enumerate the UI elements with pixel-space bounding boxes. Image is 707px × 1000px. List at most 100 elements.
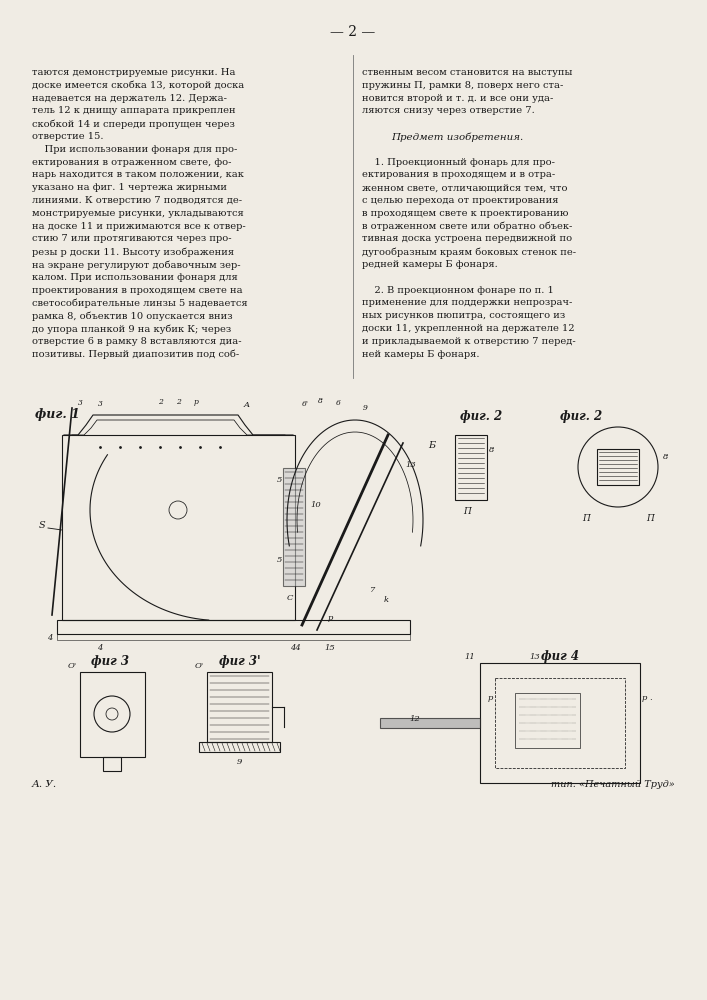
Text: S: S xyxy=(39,520,45,530)
Text: 3: 3 xyxy=(98,400,103,408)
Text: 13: 13 xyxy=(530,653,540,661)
Text: резы р доски 11. Высоту изображения: резы р доски 11. Высоту изображения xyxy=(32,247,234,257)
Text: ней камеры Б фонаря.: ней камеры Б фонаря. xyxy=(362,350,479,359)
Text: новится второй и т. д. и все они уда-: новится второй и т. д. и все они уда- xyxy=(362,94,554,103)
Text: ляются снизу через отверстие 7.: ляются снизу через отверстие 7. xyxy=(362,106,534,115)
Text: нарь находится в таком положении, как: нарь находится в таком положении, как xyxy=(32,170,244,179)
Bar xyxy=(207,672,272,742)
Text: фиг. 1: фиг. 1 xyxy=(35,408,80,421)
Text: отверстие 15.: отверстие 15. xyxy=(32,132,103,141)
Text: 11: 11 xyxy=(464,653,475,661)
Text: проектирования в проходящем свете на: проектирования в проходящем свете на xyxy=(32,286,243,295)
Bar xyxy=(62,435,295,620)
Text: 2. В проекционном фонаре по п. 1: 2. В проекционном фонаре по п. 1 xyxy=(362,286,554,295)
Text: p: p xyxy=(194,398,199,406)
Bar xyxy=(57,620,410,634)
Text: фиг. 2: фиг. 2 xyxy=(460,410,502,423)
Text: 4: 4 xyxy=(98,644,103,652)
Bar xyxy=(103,757,121,771)
Text: 3: 3 xyxy=(78,399,83,407)
Text: доски 11, укрепленной на держателе 12: доски 11, укрепленной на держателе 12 xyxy=(362,324,575,333)
Text: фиг 3': фиг 3' xyxy=(219,655,261,668)
Text: пружины П, рамки 8, поверх него ста-: пружины П, рамки 8, поверх него ста- xyxy=(362,81,563,90)
Text: 44: 44 xyxy=(290,644,300,652)
Text: скобкой 14 и спереди пропущен через: скобкой 14 и спереди пропущен через xyxy=(32,119,235,129)
Text: 6: 6 xyxy=(336,399,341,407)
Text: 8: 8 xyxy=(489,446,494,454)
Text: с целью перехода от проектирования: с целью перехода от проектирования xyxy=(362,196,559,205)
Bar xyxy=(380,718,480,728)
Text: фиг 3: фиг 3 xyxy=(91,655,129,668)
Text: Предмет изобретения.: Предмет изобретения. xyxy=(391,132,523,141)
Text: тип. «Печатный Труд»: тип. «Печатный Труд» xyxy=(551,780,675,789)
Text: ственным весом становится на выступы: ственным весом становится на выступы xyxy=(362,68,573,77)
Text: калом. При использовании фонаря для: калом. При использовании фонаря для xyxy=(32,273,238,282)
Text: 5: 5 xyxy=(276,476,282,484)
Text: отверстие 6 в рамку 8 вставляются диа-: отверстие 6 в рамку 8 вставляются диа- xyxy=(32,337,242,346)
Bar xyxy=(283,468,305,586)
Text: в отраженном свете или обратно объек-: в отраженном свете или обратно объек- xyxy=(362,222,573,231)
Bar xyxy=(495,678,625,768)
Text: рамка 8, объектив 10 опускается вниз: рамка 8, объектив 10 опускается вниз xyxy=(32,311,233,321)
Text: 12: 12 xyxy=(409,715,420,723)
Text: 5: 5 xyxy=(276,556,282,564)
Text: фиг 4: фиг 4 xyxy=(541,650,579,663)
Text: указано на фиг. 1 чертежа жирными: указано на фиг. 1 чертежа жирными xyxy=(32,183,227,192)
Text: A: A xyxy=(244,401,250,409)
Text: дугообразным краям боковых стенок пе-: дугообразным краям боковых стенок пе- xyxy=(362,247,576,257)
Text: надевается на держатель 12. Держа-: надевается на держатель 12. Держа- xyxy=(32,94,227,103)
Text: 8: 8 xyxy=(317,397,322,405)
Text: А. У.: А. У. xyxy=(32,780,57,789)
Text: редней камеры Б фонаря.: редней камеры Б фонаря. xyxy=(362,260,498,269)
Text: 8: 8 xyxy=(663,453,668,461)
Text: р .: р . xyxy=(642,694,653,702)
Text: фиг. 2: фиг. 2 xyxy=(560,410,602,423)
Text: 7: 7 xyxy=(370,586,375,594)
Text: При использовании фонаря для про-: При использовании фонаря для про- xyxy=(32,145,238,154)
Text: ных рисунков пюпитра, состоящего из: ных рисунков пюпитра, состоящего из xyxy=(362,311,566,320)
Text: C: C xyxy=(287,594,293,602)
Text: светособирательные линзы 5 надевается: светособирательные линзы 5 надевается xyxy=(32,298,247,308)
Text: O': O' xyxy=(68,662,77,670)
Text: на экране регулируют добавочным зер-: на экране регулируют добавочным зер- xyxy=(32,260,240,269)
Text: женном свете, отличающийся тем, что: женном свете, отличающийся тем, что xyxy=(362,183,568,192)
Text: применение для поддержки непрозрач-: применение для поддержки непрозрач- xyxy=(362,298,573,307)
Text: 6': 6' xyxy=(301,400,308,408)
Text: доске имеется скобка 13, которой доска: доске имеется скобка 13, которой доска xyxy=(32,81,244,90)
Text: П: П xyxy=(463,507,471,516)
Bar xyxy=(597,449,639,485)
Text: 15: 15 xyxy=(325,644,335,652)
Bar xyxy=(199,742,280,752)
Text: — 2 —: — 2 — xyxy=(330,25,375,39)
Text: стию 7 или протягиваются через про-: стию 7 или протягиваются через про- xyxy=(32,234,232,243)
Text: 1. Проекционный фонарь для про-: 1. Проекционный фонарь для про- xyxy=(362,158,555,167)
Text: 13: 13 xyxy=(405,461,416,469)
Bar xyxy=(515,693,580,748)
Text: ектирования в отраженном свете, фо-: ектирования в отраженном свете, фо- xyxy=(32,158,231,167)
Text: O': O' xyxy=(195,662,204,670)
Text: 2: 2 xyxy=(175,398,180,406)
Text: на доске 11 и прижимаются все к отвер-: на доске 11 и прижимаются все к отвер- xyxy=(32,222,246,231)
Text: до упора планкой 9 на кубик К; через: до упора планкой 9 на кубик К; через xyxy=(32,324,231,334)
Text: в проходящем свете к проектированию: в проходящем свете к проектированию xyxy=(362,209,568,218)
Text: П: П xyxy=(582,514,590,523)
Text: тивная доска устроена передвижной по: тивная доска устроена передвижной по xyxy=(362,234,572,243)
Text: 4: 4 xyxy=(47,634,52,642)
Text: 9: 9 xyxy=(236,758,242,766)
Text: Б: Б xyxy=(428,440,435,450)
Text: p: p xyxy=(327,614,333,622)
Text: 9: 9 xyxy=(363,404,368,412)
Text: k: k xyxy=(384,596,389,604)
Text: 10: 10 xyxy=(310,501,321,509)
Bar xyxy=(455,435,487,500)
Text: 2: 2 xyxy=(158,398,163,406)
Text: ектирования в проходящем и в отра-: ектирования в проходящем и в отра- xyxy=(362,170,555,179)
Bar xyxy=(480,663,640,783)
Text: тель 12 к днищу аппарата прикреплен: тель 12 к днищу аппарата прикреплен xyxy=(32,106,235,115)
Text: позитивы. Первый диапозитив под соб-: позитивы. Первый диапозитив под соб- xyxy=(32,350,239,359)
Text: р: р xyxy=(488,694,493,702)
Bar xyxy=(57,634,410,640)
Text: монстрируемые рисунки, укладываются: монстрируемые рисунки, укладываются xyxy=(32,209,244,218)
Text: линиями. К отверстию 7 подводятся де-: линиями. К отверстию 7 подводятся де- xyxy=(32,196,242,205)
Bar xyxy=(80,672,145,757)
